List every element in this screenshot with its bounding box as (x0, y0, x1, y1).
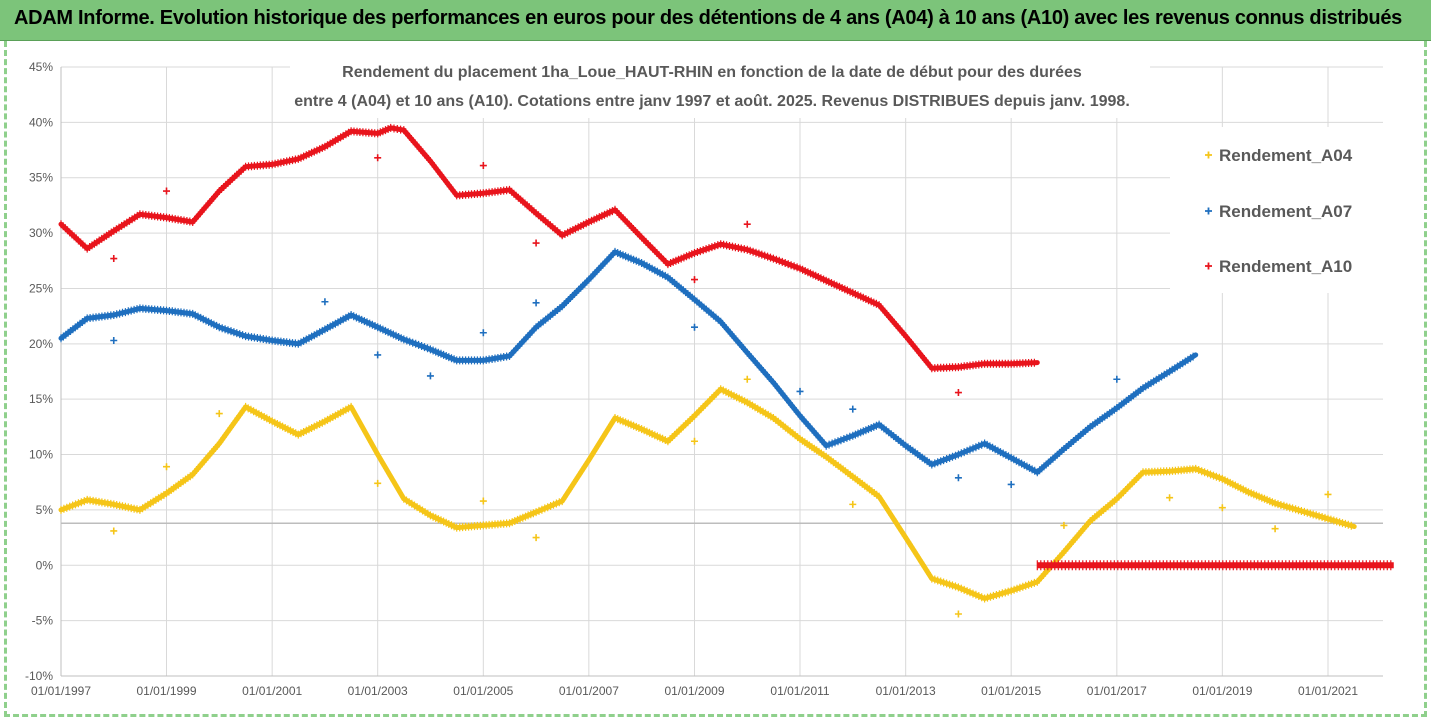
outlier-point (1218, 504, 1226, 512)
outlier-point (110, 336, 118, 344)
outlier-point (479, 162, 487, 170)
y-axis-ticks: -10% -5% 0% 5% 10% 15% 20% 25% 30% 35% 40% 45% (25, 60, 53, 683)
y-tick-label: -10% (25, 669, 53, 683)
y-tick-label: 15% (29, 392, 53, 406)
outlier-point (743, 220, 751, 228)
x-tick-label: 01/01/2015 (981, 684, 1041, 698)
legend-marker (1205, 262, 1212, 270)
outlier-point (1060, 521, 1068, 529)
chart-title-line2: entre 4 (A04) et 10 ans (A10). Cotations… (294, 93, 1130, 110)
x-tick-label: 01/01/2001 (242, 684, 302, 698)
outlier-point (1324, 490, 1332, 498)
x-tick-label: 01/01/2005 (453, 684, 513, 698)
y-tick-label: 40% (29, 115, 53, 129)
outlier-point (1007, 480, 1015, 488)
outlier-point (532, 534, 540, 542)
x-axis-ticks: 01/01/1997 01/01/1999 01/01/2001 01/01/2003… (31, 684, 1358, 698)
x-tick-label: 01/01/2007 (559, 684, 619, 698)
x-tick-label: 01/01/1997 (31, 684, 91, 698)
outlier-point (743, 375, 751, 383)
legend: Rendement_A04 Rendement_A07 Rendement_A10 (1205, 146, 1353, 276)
legend-marker (1205, 207, 1212, 215)
legend-label: Rendement_A07 (1219, 202, 1352, 221)
outlier-point (374, 479, 382, 487)
outlier-point (374, 154, 382, 162)
outlier-point (849, 500, 857, 508)
outlier-point (1113, 375, 1121, 383)
series-Rendement_A04 (58, 375, 1357, 618)
series-texture-Rendement_A04 (60, 385, 1352, 603)
series-texture-Rendement_A10 (60, 123, 1035, 373)
title-background (290, 52, 1150, 118)
outlier-point (1166, 494, 1174, 502)
y-tick-label: 30% (29, 226, 53, 240)
outlier-point (374, 351, 382, 359)
y-tick-label: -5% (32, 614, 54, 628)
x-tick-label: 01/01/2013 (876, 684, 936, 698)
y-tick-label: 20% (29, 337, 53, 351)
outlier-point (532, 239, 540, 247)
y-tick-label: 5% (36, 503, 54, 517)
outlier-point (163, 463, 171, 471)
outlier-point (1271, 525, 1279, 533)
outlier-point (796, 387, 804, 395)
y-tick-label: 10% (29, 448, 53, 462)
outlier-point (849, 405, 857, 413)
y-tick-label: 45% (29, 60, 53, 74)
x-tick-label: 01/01/2011 (770, 684, 829, 698)
outlier-point (479, 329, 487, 337)
outlier-point (110, 255, 118, 263)
x-tick-label: 01/01/1999 (136, 684, 196, 698)
x-tick-label: 01/01/2017 (1087, 684, 1147, 698)
x-tick-label: 01/01/2009 (664, 684, 724, 698)
x-tick-label: 01/01/2021 (1298, 684, 1358, 698)
legend-label: Rendement_A10 (1219, 257, 1352, 276)
chart-title-line1: Rendement du placement 1ha_Loue_HAUT-RHI… (342, 64, 1082, 81)
outlier-point (954, 474, 962, 482)
outlier-point (321, 298, 329, 306)
series-Rendement_A07 (58, 247, 1199, 488)
y-tick-label: 35% (29, 171, 53, 185)
series-line-Rendement_A10 (58, 125, 1040, 371)
chart-marks (58, 123, 1394, 618)
outlier-point (954, 610, 962, 618)
outlier-point (691, 437, 698, 445)
legend-label: Rendement_A04 (1219, 146, 1353, 165)
outlier-point (479, 497, 487, 505)
outlier-point (691, 323, 698, 331)
outlier-point (426, 372, 434, 380)
x-tick-label: 01/01/2003 (348, 684, 408, 698)
outlier-point (215, 410, 223, 418)
outlier-point (163, 187, 171, 195)
outlier-point (110, 527, 118, 535)
outlier-point (954, 389, 962, 397)
zero-segment-texture (1036, 560, 1392, 571)
chart-frame (4, 41, 1427, 717)
legend-marker (1205, 151, 1212, 159)
outlier-point (532, 299, 540, 307)
series-Rendement_A10 (58, 123, 1394, 571)
series-texture-Rendement_A07 (60, 247, 1194, 477)
banner-title: ADAM Informe. Evolution historique des p… (14, 7, 1402, 29)
y-tick-label: 0% (36, 558, 54, 572)
outlier-point (691, 276, 698, 284)
title-banner: ADAM Informe. Evolution historique des p… (0, 0, 1431, 41)
x-tick-label: 01/01/2019 (1192, 684, 1252, 698)
y-tick-label: 25% (29, 281, 53, 295)
